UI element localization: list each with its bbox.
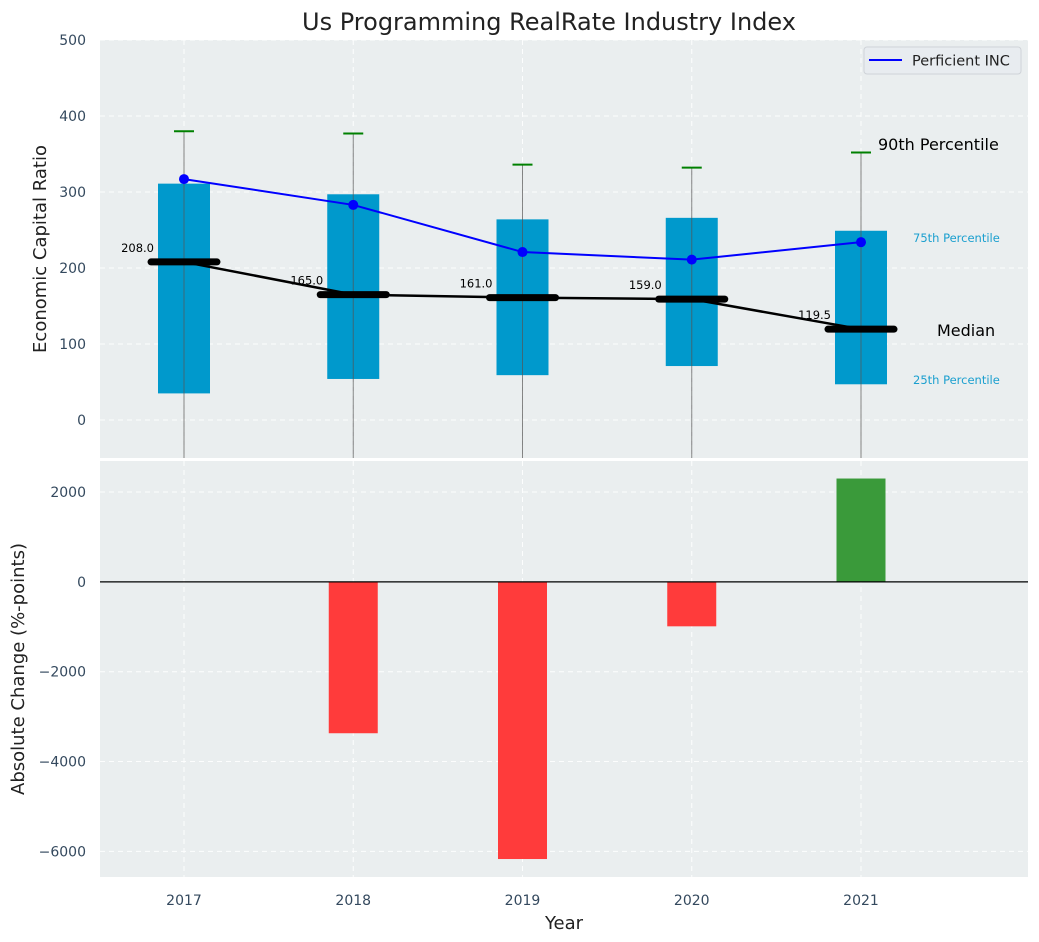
- top-y-ticks: 0 100 200 300 400 500: [59, 33, 86, 429]
- median-label-2021: 119.5: [798, 308, 831, 322]
- bottom-y-tick-label: −6000: [39, 844, 86, 860]
- bottom-y-ticks: 2000 0 −2000 −4000 −6000: [39, 485, 86, 860]
- change-bar-2018: [328, 581, 378, 734]
- top-plot-background: [100, 40, 1028, 458]
- x-tick-label-2017: 2017: [166, 893, 202, 909]
- median-label-2020: 159.0: [629, 278, 662, 292]
- bottom-y-tick-label: 2000: [50, 485, 86, 501]
- chart-title: Us Programming RealRate Industry Index: [302, 8, 796, 36]
- annotation-p90: 90th Percentile: [878, 135, 999, 154]
- bottom-y-tick-label: −4000: [39, 755, 86, 771]
- change-bar-2021: [836, 478, 886, 582]
- perficient-point-2019: [517, 247, 528, 258]
- bottom-y-axis-label: Absolute Change (%-points): [8, 543, 29, 795]
- annotation-p25: 25th Percentile: [913, 373, 1000, 387]
- median-label-2019: 161.0: [460, 277, 493, 291]
- change-bar-2020: [667, 581, 717, 627]
- bottom-plot-background: [100, 461, 1028, 877]
- annotation-p75: 75th Percentile: [913, 231, 1000, 245]
- p90-caps: [174, 130, 871, 169]
- x-ticks: 2017 2018 2019 2020 2021: [166, 893, 879, 909]
- perficient-point-2021: [856, 237, 866, 248]
- x-tick-label-2019: 2019: [505, 893, 541, 909]
- top-y-tick-label: 500: [59, 33, 86, 49]
- bottom-y-tick-label: −2000: [39, 665, 86, 681]
- whiskers: [183, 131, 862, 458]
- perficient-point-2017: [179, 174, 189, 185]
- median-label-2018: 165.0: [290, 274, 323, 288]
- top-y-tick-label: 100: [59, 337, 86, 353]
- change-bars: [328, 478, 886, 860]
- top-panel: 0 100 200 300 400 500 208.0 165.0 161.0 159.0 119…: [30, 33, 1028, 458]
- annotations: 90th Percentile 75th Percentile Median 2…: [878, 135, 1000, 387]
- bottom-y-tick-label: 0: [77, 575, 86, 591]
- change-bar-2019: [498, 581, 547, 860]
- perficient-point-2020: [686, 254, 697, 265]
- x-axis-label: Year: [544, 913, 584, 934]
- top-y-tick-label: 300: [59, 185, 86, 201]
- legend-label-perficient: Perficient INC: [912, 54, 1010, 70]
- top-y-tick-label: 400: [59, 109, 86, 125]
- top-y-tick-label: 200: [59, 261, 86, 277]
- perficient-series: [179, 174, 866, 265]
- top-y-tick-label: 0: [77, 413, 86, 429]
- perficient-point-2018: [348, 199, 359, 210]
- median-label-2017: 208.0: [121, 241, 154, 255]
- x-tick-label-2018: 2018: [335, 893, 371, 909]
- top-y-axis-label: Economic Capital Ratio: [30, 145, 51, 353]
- legend: Perficient INC: [863, 46, 1022, 75]
- annotation-median: Median: [937, 321, 995, 340]
- legend-box: [863, 46, 1022, 75]
- median-series: 208.0 165.0 161.0 159.0 119.5: [121, 241, 898, 333]
- bottom-panel: 2000 0 −2000 −4000 −6000 2017 2018 2019 2020 202…: [8, 461, 1028, 934]
- x-tick-label-2020: 2020: [674, 893, 710, 909]
- x-tick-label-2021: 2021: [843, 893, 879, 909]
